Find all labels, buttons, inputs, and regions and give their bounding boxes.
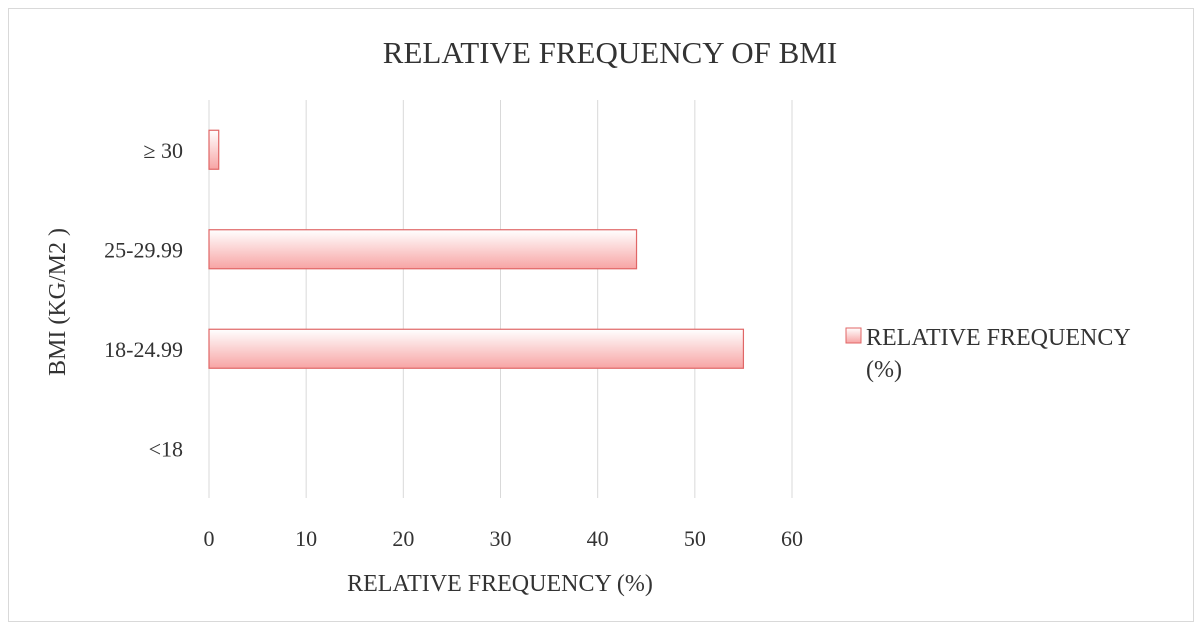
y-tick-label: 25-29.99 (104, 237, 183, 262)
y-axis-label: BMI (KG/M2 ) (45, 228, 71, 376)
y-tick-label: 18-24.99 (104, 337, 183, 362)
x-tick-label: 20 (392, 526, 414, 551)
chart-frame (8, 8, 1194, 622)
x-tick-label: 30 (490, 526, 512, 551)
gridlines (208, 100, 793, 498)
bar (208, 129, 220, 170)
x-tick-labels: 0 10 20 30 40 50 60 (204, 526, 804, 551)
y-tick-label: ≥ 30 (143, 138, 183, 163)
legend: RELATIVE FREQUENCY (%) (845, 325, 1131, 383)
bars (208, 129, 745, 369)
x-axis-label: RELATIVE FREQUENCY (%) (347, 571, 653, 597)
x-tick-label: 10 (295, 526, 317, 551)
x-tick-label: 50 (684, 526, 706, 551)
bar (208, 328, 745, 369)
y-tick-labels: <18 18-24.99 25-29.99 ≥ 30 (104, 138, 183, 462)
legend-label-line-2: (%) (866, 357, 902, 383)
x-tick-label: 60 (781, 526, 803, 551)
chart-title: RELATIVE FREQUENCY OF BMI (383, 35, 837, 70)
bar (208, 229, 638, 270)
y-tick-label: <18 (149, 436, 183, 461)
legend-swatch (845, 327, 862, 344)
legend-label-line-1: RELATIVE FREQUENCY (866, 325, 1131, 351)
x-tick-label: 0 (204, 526, 215, 551)
x-tick-label: 40 (587, 526, 609, 551)
